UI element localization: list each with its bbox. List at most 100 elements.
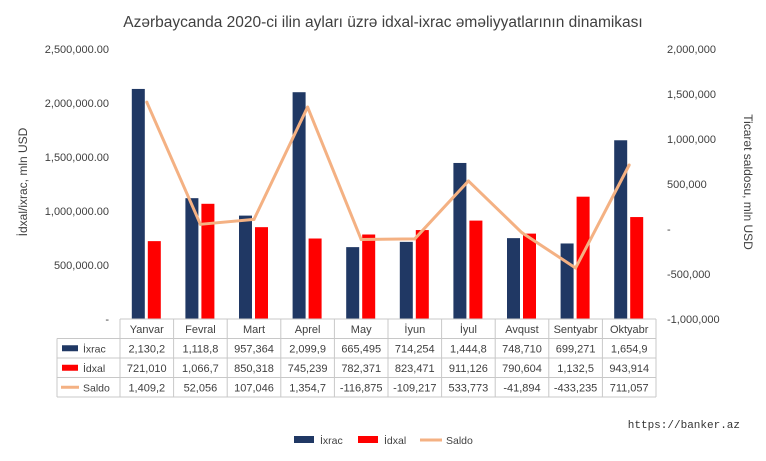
table-cell: 711,057 bbox=[610, 382, 649, 394]
table-cell: 957,364 bbox=[234, 343, 274, 355]
bar-ixrac bbox=[239, 215, 252, 319]
category-label: Oktyabr bbox=[610, 324, 649, 336]
right-tick-label: 500,000 bbox=[667, 179, 707, 191]
bar-idxal bbox=[362, 234, 376, 319]
table-cell: 721,010 bbox=[127, 363, 167, 375]
table-cell: 107,046 bbox=[234, 382, 274, 394]
category-label: Mart bbox=[243, 324, 265, 336]
category-label: İyun bbox=[404, 323, 425, 336]
bar-ixrac bbox=[453, 162, 467, 319]
category-label: Aprel bbox=[295, 324, 321, 336]
table-legend-key bbox=[62, 364, 78, 371]
saldo-point bbox=[574, 266, 578, 270]
category-label: Yanvar bbox=[130, 324, 164, 336]
right-tick-label: 2,000,000 bbox=[667, 44, 716, 56]
left-tick-label: 500,000.00 bbox=[54, 260, 109, 272]
category-label: Fevral bbox=[185, 324, 216, 336]
table-cell: 1,354,7 bbox=[289, 382, 326, 394]
bars bbox=[131, 88, 644, 319]
legend-label: İdxal bbox=[384, 434, 406, 447]
saldo-point bbox=[520, 231, 524, 235]
saldo-point bbox=[198, 222, 202, 226]
table-cell: 2,099,9 bbox=[289, 343, 326, 355]
table-cell: 745,239 bbox=[288, 363, 328, 375]
table-cell: 714,254 bbox=[395, 343, 435, 355]
table-cell: -116,875 bbox=[340, 382, 383, 394]
table-cell: -41,894 bbox=[503, 382, 540, 394]
category-label: Avqust bbox=[505, 324, 538, 336]
right-tick-label: 1,500,000 bbox=[667, 89, 716, 101]
bar-ixrac bbox=[292, 92, 306, 319]
bar-ixrac bbox=[346, 247, 360, 319]
right-axis-ticks: -1,000,000-500,000-500,0001,000,0001,500… bbox=[667, 44, 720, 326]
legend-label: Saldo bbox=[446, 435, 473, 447]
table-cell: 911,126 bbox=[449, 363, 488, 375]
left-tick-label: 1,000,000.00 bbox=[45, 206, 109, 218]
table-legend-key bbox=[62, 345, 78, 352]
left-tick-label: 1,500,000.00 bbox=[45, 152, 109, 164]
right-tick-label: -500,000 bbox=[667, 269, 710, 281]
saldo-line-group bbox=[145, 100, 631, 270]
left-tick-label: - bbox=[105, 314, 109, 326]
table-cell: 533,773 bbox=[449, 382, 489, 394]
saldo-point bbox=[252, 217, 256, 221]
legend: İxrac İdxal Saldo bbox=[294, 434, 473, 447]
saldo-point bbox=[145, 100, 149, 104]
right-tick-label: 1,000,000 bbox=[667, 134, 716, 146]
table-cell: 1,409,2 bbox=[128, 382, 165, 394]
right-tick-label: -1,000,000 bbox=[667, 314, 720, 326]
bar-ixrac bbox=[185, 198, 199, 319]
left-tick-label: 2,000,000.00 bbox=[45, 98, 109, 110]
bar-idxal bbox=[201, 203, 215, 319]
table-cell: 1,132,5 bbox=[557, 363, 594, 375]
data-table: Yanvar Fevral Mart Aprel May İyun İyul Avqust Se… bbox=[56, 318, 657, 398]
table-cell: 748,710 bbox=[502, 343, 542, 355]
category-label: May bbox=[351, 324, 372, 336]
table-cell: 850,318 bbox=[234, 363, 274, 375]
left-axis-ticks: - 500,000.00 1,000,000.00 1,500,000.00 2,000… bbox=[45, 44, 110, 326]
left-tick-label: 2,500,000.00 bbox=[45, 44, 109, 56]
table-cell: 790,604 bbox=[502, 363, 542, 375]
bar-ixrac bbox=[560, 243, 574, 319]
bar-ixrac bbox=[614, 140, 628, 319]
table-cell: -433,235 bbox=[554, 382, 597, 394]
bar-idxal bbox=[469, 220, 483, 319]
saldo-point bbox=[466, 179, 470, 183]
saldo-point bbox=[306, 105, 310, 109]
table-cell: -109,217 bbox=[393, 382, 436, 394]
bar-idxal bbox=[523, 233, 536, 319]
table-cell: 2,130,2 bbox=[128, 343, 165, 355]
table-cell: 1,066,7 bbox=[182, 363, 219, 375]
table-cell: 823,471 bbox=[395, 363, 435, 375]
legend-label: İxrac bbox=[320, 434, 343, 447]
table-cell: 1,118,8 bbox=[182, 343, 218, 355]
table-cell: 699,271 bbox=[556, 343, 596, 355]
table-cell: 52,056 bbox=[184, 382, 218, 394]
bar-idxal bbox=[308, 238, 322, 319]
table-series-name: İxrac bbox=[83, 342, 106, 355]
saldo-point bbox=[359, 238, 363, 242]
saldo-point bbox=[413, 237, 417, 241]
legend-key bbox=[294, 436, 314, 443]
watermark: https://banker.az bbox=[628, 420, 740, 432]
bar-ixrac bbox=[131, 88, 145, 319]
table-cell: 1,654,9 bbox=[611, 343, 648, 355]
saldo-line bbox=[145, 101, 631, 270]
bar-idxal bbox=[255, 227, 268, 319]
category-label: İyul bbox=[460, 323, 477, 336]
bar-idxal bbox=[630, 217, 644, 319]
bar-idxal bbox=[415, 230, 429, 319]
table-cell: 943,914 bbox=[609, 363, 649, 375]
chart-title: Azərbaycanda 2020-ci ilin ayları üzrə id… bbox=[123, 14, 642, 31]
right-axis-label: Ticarət saldosu, mln USD bbox=[741, 114, 755, 250]
table-cell: 665,495 bbox=[341, 343, 381, 355]
bar-idxal bbox=[147, 241, 161, 319]
bar-idxal bbox=[576, 196, 590, 319]
legend-key bbox=[358, 436, 378, 443]
saldo-point bbox=[627, 163, 631, 167]
table-series-name: Saldo bbox=[83, 382, 110, 394]
bar-ixrac bbox=[507, 238, 520, 319]
table-cell: 782,371 bbox=[341, 363, 381, 375]
table-cell: 1,444,8 bbox=[450, 343, 487, 355]
